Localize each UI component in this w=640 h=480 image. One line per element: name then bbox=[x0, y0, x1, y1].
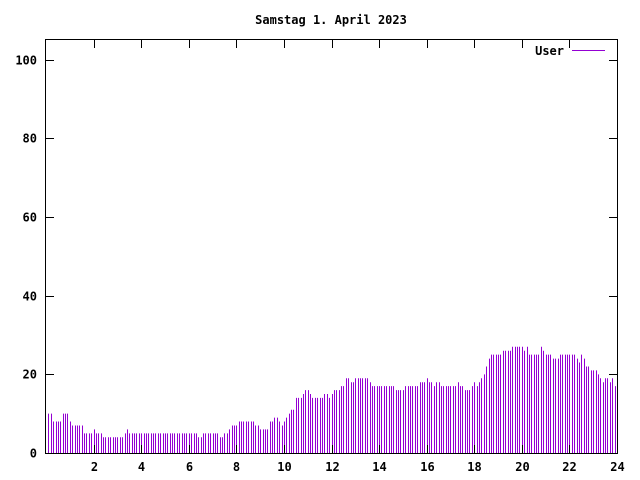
y-tick-label: 60 bbox=[23, 211, 37, 225]
plot-frame bbox=[45, 39, 618, 454]
x-tick-label: 6 bbox=[186, 460, 193, 474]
y-tick-label: 20 bbox=[23, 368, 37, 382]
bars bbox=[48, 346, 616, 453]
x-tick-label: 4 bbox=[138, 460, 145, 474]
x-tick-label: 24 bbox=[610, 460, 624, 474]
x-tick-label: 22 bbox=[562, 460, 576, 474]
y-tick-label: 80 bbox=[23, 132, 37, 146]
x-tick-label: 10 bbox=[277, 460, 291, 474]
x-tick-label: 20 bbox=[515, 460, 529, 474]
x-tick-label: 8 bbox=[233, 460, 240, 474]
y-axis: 0 20 40 60 80 100 bbox=[15, 54, 617, 461]
x-tick-label: 2 bbox=[91, 460, 98, 474]
y-tick-label: 100 bbox=[15, 54, 37, 68]
y-tick-label: 0 bbox=[30, 447, 37, 461]
chart-title: Samstag 1. April 2023 bbox=[255, 13, 407, 27]
x-tick-label: 12 bbox=[325, 460, 339, 474]
legend-label: User bbox=[535, 44, 564, 58]
legend: User bbox=[535, 44, 605, 58]
x-axis: 2 4 6 8 10 12 14 16 18 20 22 24 bbox=[91, 40, 625, 474]
x-tick-label: 14 bbox=[372, 460, 386, 474]
x-tick-label: 16 bbox=[420, 460, 434, 474]
x-tick-label: 18 bbox=[467, 460, 481, 474]
y-tick-label: 40 bbox=[23, 290, 37, 304]
